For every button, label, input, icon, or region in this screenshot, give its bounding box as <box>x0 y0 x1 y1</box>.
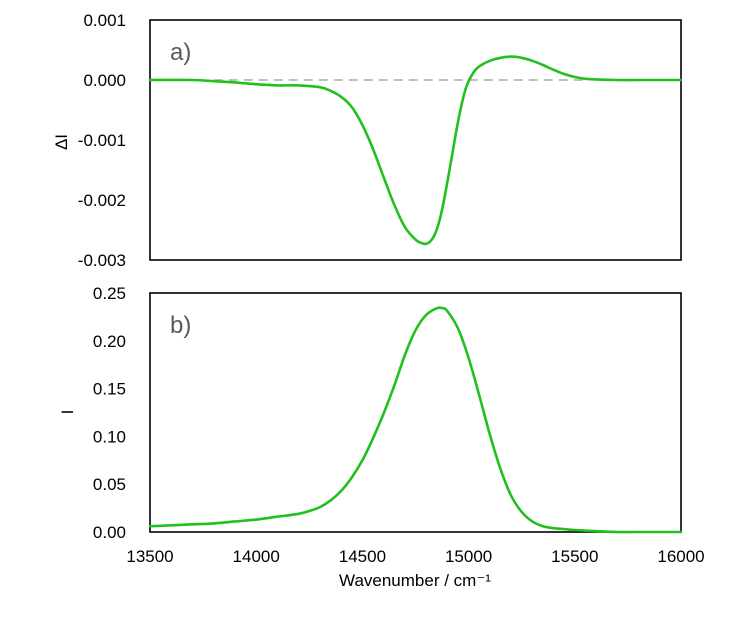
x-tick-label: 13500 <box>126 547 173 566</box>
panel-a-y-axis-title: ΔI <box>52 134 71 150</box>
panel-a-y-tick-label: 0.001 <box>83 11 126 30</box>
panel-a-y-tick-label: -0.001 <box>78 131 126 150</box>
panel-b-plot-frame <box>149 292 682 533</box>
x-tick-label: 14000 <box>233 547 280 566</box>
panel-b-intensity-series <box>148 306 683 534</box>
panel-b-y-tick-label: 0.25 <box>93 284 126 303</box>
x-tick-label: 14500 <box>339 547 386 566</box>
panel-b-y-tick-label: 0.00 <box>93 523 126 542</box>
panel-b-y-axis-title: I <box>58 410 77 415</box>
panel-b-y-ticks: 0.00 0.05 0.10 0.15 0.20 0.25 <box>93 284 126 542</box>
panel-a-y-ticks: -0.003 -0.002 -0.001 0.000 0.001 <box>78 11 126 270</box>
x-tick-label: 16000 <box>657 547 704 566</box>
panel-a-y-tick-label: -0.002 <box>78 191 126 210</box>
panel-b-y-tick-label: 0.15 <box>93 380 126 399</box>
panel-a-y-tick-label: 0.000 <box>83 71 126 90</box>
panel-b-y-tick-label: 0.05 <box>93 475 126 494</box>
panel-a-y-tick-label: -0.003 <box>78 251 126 270</box>
x-tick-label: 15000 <box>445 547 492 566</box>
panel-b-label: b) <box>170 312 191 339</box>
panel-a-plot-frame <box>149 19 682 261</box>
panel-a-delta-intensity-series <box>148 55 683 246</box>
panel-a-difference-spectrum: -0.003 -0.002 -0.001 0.000 0.001 a) ΔI <box>52 11 683 270</box>
panel-b-y-tick-label: 0.20 <box>93 332 126 351</box>
panel-b-x-ticks: 13500 14000 14500 15000 15500 16000 <box>126 547 704 566</box>
panel-a-label: a) <box>170 39 191 66</box>
panel-b-absorption-spectrum: 0.00 0.05 0.10 0.15 0.20 0.25 13500 14000 14500… <box>58 284 705 590</box>
panel-b-y-tick-label: 0.10 <box>93 427 126 446</box>
x-tick-label: 15500 <box>551 547 598 566</box>
x-axis-title: Wavenumber / cm⁻¹ <box>339 571 491 590</box>
